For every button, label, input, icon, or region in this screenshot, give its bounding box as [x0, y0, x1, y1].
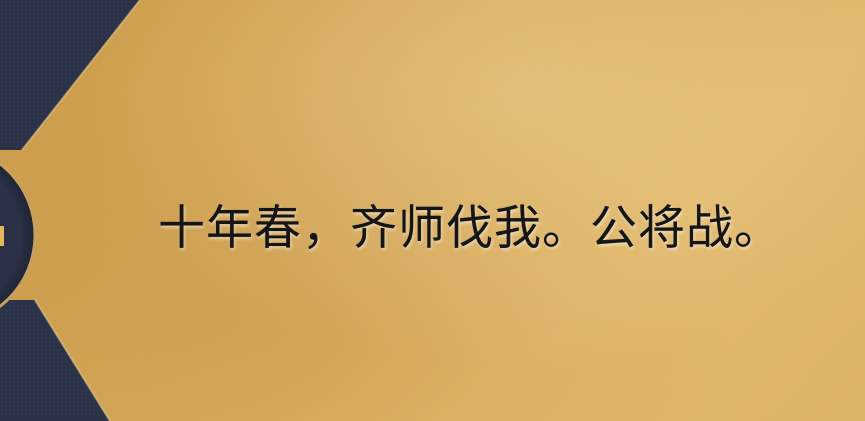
side-circle-accent	[0, 226, 4, 246]
top-corner-panel	[0, 0, 140, 150]
slide-text: 十年春，齐师伐我。公将战。	[158, 201, 782, 256]
side-circle	[0, 161, 37, 309]
bottom-corner-panel	[0, 300, 110, 421]
